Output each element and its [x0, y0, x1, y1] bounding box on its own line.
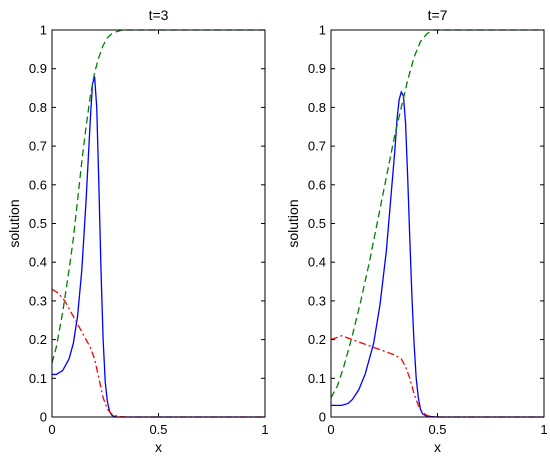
y-tick-label: 0.8 — [29, 100, 47, 115]
series-line-dashed — [330, 29, 544, 398]
chart-panel-1: t=3 0 0.1 0.2 0.3 0.4 0.5 0.6 0.7 0.8 0.9 1 0 0.5 1 x so… — [6, 7, 269, 455]
x-tick-label: 0.5 — [149, 422, 167, 437]
y-tick-label: 0.8 — [308, 100, 326, 115]
y-tick-label: 0.3 — [308, 293, 326, 308]
y-tick-label: 0.9 — [308, 61, 326, 76]
y-tick-label: 0 — [40, 410, 47, 425]
x-tick-label: 0.5 — [428, 422, 446, 437]
chart-title: t=7 — [428, 7, 448, 23]
series-line-solid — [52, 76, 265, 418]
x-axis-label: x — [155, 439, 162, 455]
x-tick-label: 0 — [48, 422, 55, 437]
y-axis-label: solution — [6, 199, 22, 247]
chart-title: t=3 — [149, 7, 169, 23]
y-tick-label: 0.3 — [29, 293, 47, 308]
y-tick-label: 0.6 — [29, 177, 47, 192]
y-tick-label: 0.2 — [29, 332, 47, 347]
x-tick-label: 1 — [540, 422, 547, 437]
y-tick-label: 0.2 — [308, 332, 326, 347]
chart-panel-2: t=7 0 0.1 0.2 0.3 0.4 0.5 0.6 0.7 0.8 0.9 1 0 0.5 1 x so… — [285, 7, 548, 455]
y-tick-label: 0.5 — [308, 216, 326, 231]
y-tick-label: 0.9 — [29, 61, 47, 76]
plot-frame — [51, 29, 266, 418]
series-line-dashdot — [51, 288, 265, 418]
series-line-dashdot — [330, 335, 544, 418]
x-tick-label: 0 — [327, 422, 334, 437]
y-tick-label: 0.6 — [308, 177, 326, 192]
x-axis-label: x — [434, 439, 441, 455]
y-axis-label: solution — [285, 199, 301, 247]
y-tick-label: 0.7 — [29, 139, 47, 154]
y-tick-label: 0 — [319, 410, 326, 425]
y-tick-label: 0.5 — [29, 216, 47, 231]
y-tick-label: 1 — [319, 23, 326, 38]
y-tick-label: 0.4 — [29, 255, 47, 270]
series-line-solid — [331, 90, 544, 418]
y-tick-label: 0.1 — [29, 371, 47, 386]
y-tick-label: 0.4 — [308, 255, 326, 270]
y-tick-label: 0.7 — [308, 139, 326, 154]
series-line-dashed — [51, 29, 265, 363]
x-tick-label: 1 — [261, 422, 268, 437]
y-tick-label: 1 — [40, 23, 47, 38]
plot-frame — [330, 29, 545, 418]
y-tick-label: 0.1 — [308, 371, 326, 386]
